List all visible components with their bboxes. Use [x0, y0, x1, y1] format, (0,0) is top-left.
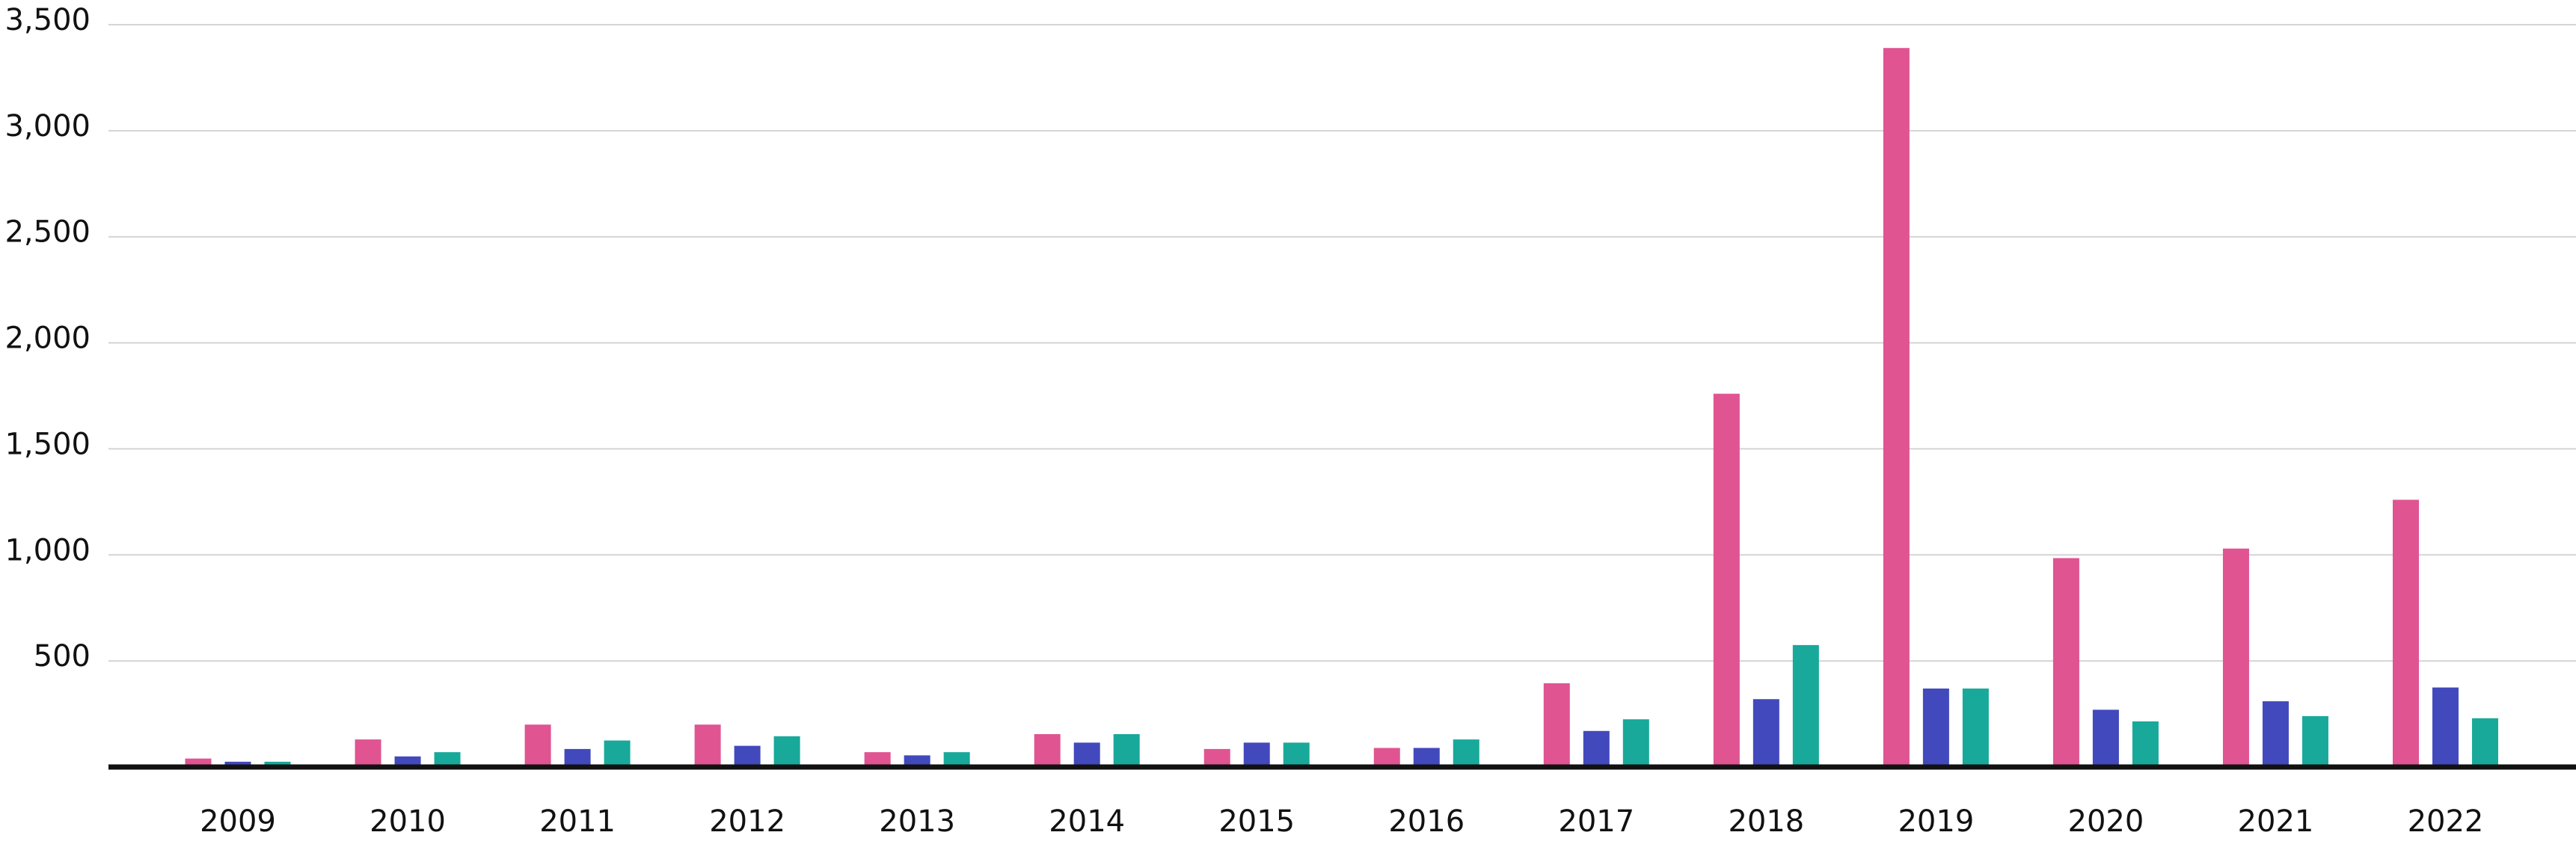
y-tick-label: 1,500 [4, 427, 91, 461]
bar [224, 761, 251, 767]
bar [2471, 718, 2498, 767]
x-tick-label: 2009 [200, 804, 276, 839]
bar [1583, 730, 1610, 767]
bar [1752, 699, 1779, 767]
bar [564, 748, 591, 767]
bar [185, 758, 212, 767]
bar [2392, 499, 2419, 767]
bar [1073, 742, 1100, 767]
bar [2262, 701, 2289, 767]
bar [734, 745, 761, 767]
x-tick-label: 2011 [539, 804, 616, 839]
x-tick-label: 2012 [709, 804, 785, 839]
x-tick-label: 2010 [369, 804, 446, 839]
bar [1543, 683, 1570, 767]
bar [1713, 393, 1740, 767]
y-tick-label: 500 [34, 639, 91, 674]
y-tick-label: 1,000 [4, 533, 91, 567]
bar [264, 761, 291, 767]
y-tick-label: 2,500 [4, 215, 91, 250]
x-tick-label: 2014 [1049, 804, 1125, 839]
x-tick-label: 2020 [2068, 804, 2144, 839]
bar [1453, 739, 1479, 767]
bar [1622, 719, 1649, 767]
bar [2092, 709, 2119, 767]
bar [1203, 748, 1230, 767]
x-tick-label: 2013 [879, 804, 955, 839]
bar [2052, 558, 2079, 767]
y-tick-label: 3,500 [4, 3, 91, 37]
bar [1243, 742, 1270, 767]
x-tick-label: 2022 [2408, 804, 2484, 839]
x-tick-label: 2021 [2238, 804, 2314, 839]
x-tick-label: 2015 [1218, 804, 1295, 839]
bar [355, 739, 381, 767]
x-tick-label: 2017 [1558, 804, 1634, 839]
bar [2132, 721, 2159, 767]
y-tick-label: 3,000 [4, 109, 91, 144]
bar [694, 724, 721, 767]
bar [864, 752, 891, 767]
bar [1413, 748, 1440, 767]
bar [394, 756, 421, 767]
bar [943, 752, 970, 767]
bar [773, 736, 800, 767]
bar [904, 755, 930, 767]
bar [1283, 742, 1310, 767]
x-tick-label: 2019 [1898, 804, 1974, 839]
bar [1373, 748, 1400, 767]
bar [1922, 689, 1949, 767]
bar [434, 752, 461, 767]
bar [604, 740, 631, 767]
x-tick-label: 2016 [1388, 804, 1465, 839]
y-tick-label: 2,000 [4, 321, 91, 356]
bar [1792, 644, 1819, 767]
bar [1883, 48, 1910, 768]
x-tick-label: 2018 [1728, 804, 1804, 839]
bar [1034, 734, 1061, 767]
bar [1962, 689, 1989, 767]
bar [2222, 548, 2249, 767]
bar [2432, 687, 2459, 767]
bar [2301, 715, 2328, 767]
bar [524, 724, 551, 767]
bar [1113, 734, 1140, 767]
